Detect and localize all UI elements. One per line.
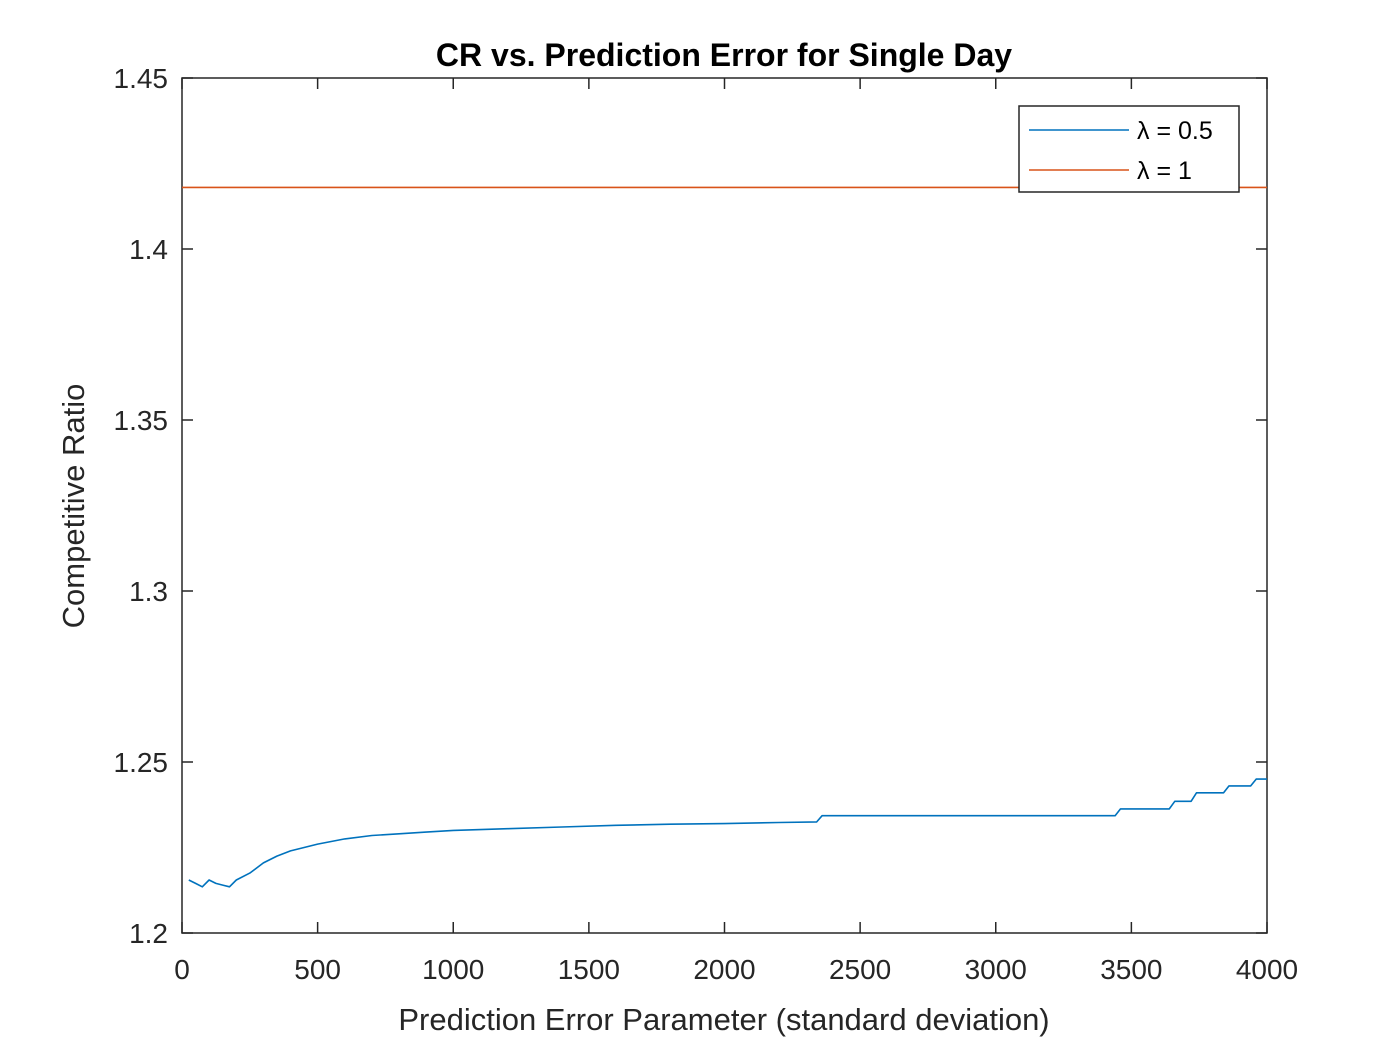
legend-entry-2: λ = 1 [1137, 157, 1192, 185]
legend-box [1018, 105, 1240, 193]
x-tick-label: 1500 [558, 954, 620, 985]
y-axis-label: Competitive Ratio [56, 384, 91, 629]
y-tick-label: 1.35 [114, 405, 169, 436]
y-tick-label: 1.45 [114, 63, 169, 94]
y-tick-label: 1.2 [129, 918, 168, 949]
y-tick-label: 1.4 [129, 234, 168, 265]
x-tick-label: 4000 [1236, 954, 1298, 985]
x-tick-label: 0 [174, 954, 190, 985]
axes-box [181, 77, 1268, 934]
plot-area-frame [181, 77, 1268, 934]
y-tick-label: 1.25 [114, 747, 169, 778]
x-tick-label: 3000 [965, 954, 1027, 985]
x-tick-label: 1000 [422, 954, 484, 985]
y-tick-label: 1.3 [129, 576, 168, 607]
x-tick-label: 500 [294, 954, 341, 985]
x-tick-label: 2000 [693, 954, 755, 985]
series-line-1 [188, 778, 1267, 888]
legend: λ = 0.5 λ = 1 [1018, 105, 1240, 193]
chart-title: CR vs. Prediction Error for Single Day [436, 37, 1012, 73]
x-tick-label: 3500 [1100, 954, 1162, 985]
legend-entry-1: λ = 0.5 [1137, 117, 1213, 145]
x-tick-label: 2500 [829, 954, 891, 985]
x-axis-label: Prediction Error Parameter (standard dev… [398, 1002, 1049, 1037]
axis-ticks: 0 500 1000 1500 2000 2500 3000 3500 4000 1.2 1.25 1… [114, 63, 1299, 985]
